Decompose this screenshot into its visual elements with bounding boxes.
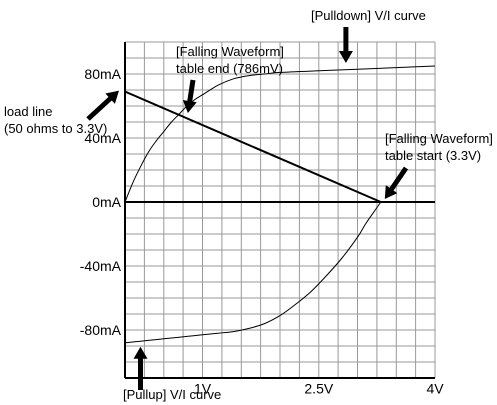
table-end-label-line1: [Falling Waveform] [176, 44, 284, 59]
pulldown-curve-label: [Pulldown] V/I curve [311, 8, 426, 23]
table-end-arrow [182, 79, 197, 113]
pullup-curve [124, 201, 382, 344]
load-line-label-line2: (50 ohms to 3.3V) [4, 121, 107, 136]
x-tick-label: 1V [194, 380, 212, 396]
grid [124, 41, 436, 379]
tick-labels: 80mA 40mA 0mA -40mA -80mA 1V 2.5V 4V [80, 66, 444, 396]
pullup-arrow [133, 346, 148, 390]
load-line-arrow [86, 90, 119, 121]
y-tick-label: 40mA [84, 130, 121, 146]
load-line [124, 90, 382, 203]
axes [124, 42, 435, 379]
y-tick-label: -80mA [80, 322, 122, 338]
table-start-label-line1: [Falling Waveform] [385, 131, 493, 146]
curves [124, 65, 436, 344]
load-line-label-line1: load line [4, 104, 52, 119]
table-start-label-line2: table start (3.3V) [385, 148, 481, 163]
table-start-arrow [384, 166, 409, 199]
y-tick-label: 0mA [92, 194, 121, 210]
annotation-labels: [Pulldown] V/I curve [Falling Waveform] … [4, 8, 493, 402]
pulldown-arrow [338, 27, 353, 63]
y-tick-label: 80mA [84, 66, 121, 82]
pulldown-curve [124, 65, 436, 203]
arrows [86, 27, 409, 390]
x-tick-label: 4V [426, 380, 444, 396]
y-tick-label: -40mA [80, 258, 122, 274]
x-tick-label: 2.5V [304, 380, 333, 396]
pullup-curve-label: [Pullup] V/I curve [123, 387, 221, 402]
table-end-label-line2: table end (786mV) [176, 61, 283, 76]
